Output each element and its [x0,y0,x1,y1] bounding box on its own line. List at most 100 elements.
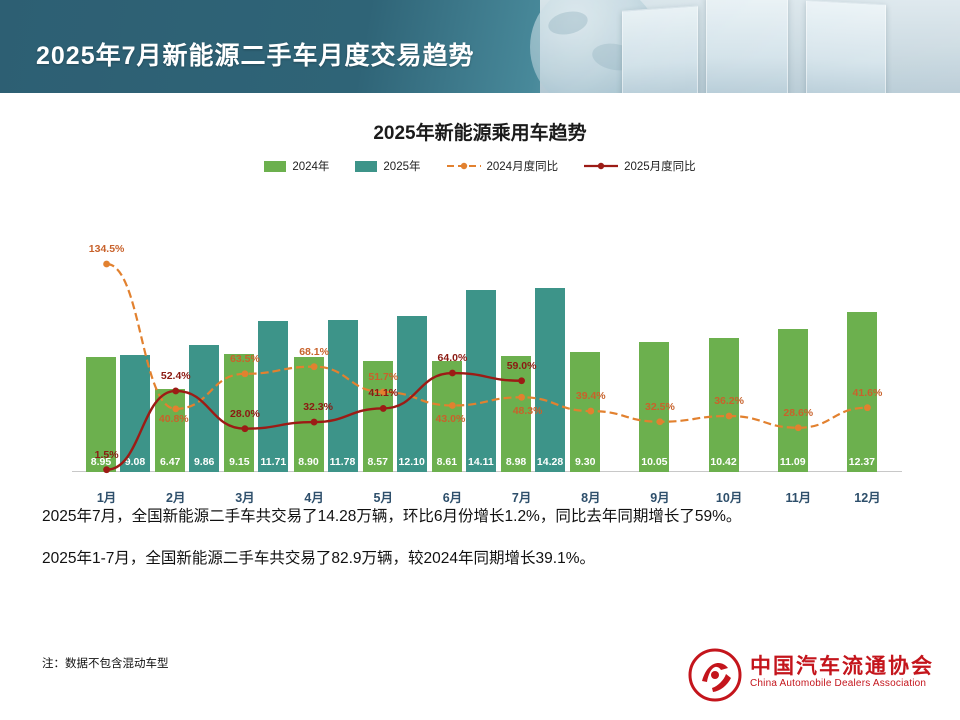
bar-value-2024: 11.09 [779,456,806,468]
line-point-label: 28.6% [783,406,814,419]
line-point-label: 28.0% [230,407,260,420]
bar-value-2024: 8.57 [367,456,388,468]
organization-logo: 中国汽车流通协会 China Automobile Dealers Associ… [688,644,938,706]
line-point-label: 40.8% [158,412,189,425]
logo-en-name: China Automobile Dealers Association [750,678,927,689]
chart-column: 8.90 11.78 4月 [280,210,358,540]
cube-graphic-2 [706,0,788,95]
bar-value-2024: 8.98 [505,456,527,468]
legend-item-2025bar: 2025年 [355,158,421,174]
bar-value-2024: 12.37 [848,456,876,468]
legend-swatch-2024 [264,160,287,172]
bar-2025: 9.08 [120,354,150,472]
line-point-label: 41.1% [368,387,399,400]
summary-text: 2025年7月，全国新能源二手车共交易了14.28万辆，环比6月份增长1.2%，… [42,505,932,589]
x-axis-label: 4月 [304,491,324,505]
bar-2024: 9.30 [570,352,601,472]
line-point-label: 32.3% [303,401,333,414]
x-axis-label: 6月 [442,491,463,505]
line-point-label: 134.5% [88,242,125,255]
line-point-label: 63.5% [230,352,260,365]
bar-value-2025: 11.71 [260,456,287,468]
line-point-label: 36.2% [714,395,744,407]
chart-columns: 8.95 9.08 1月 6.47 9.86 2月 9.15 11.71 3月 8.90 11.78… [72,210,902,540]
line-point-label: 51.7% [368,371,399,384]
chart-column: 12.37 12月 [833,210,902,540]
logo-cn-name: 中国汽车流通协会 [750,655,934,678]
chart-column: 10.05 9月 [625,210,694,540]
bar-2024: 8.90 [293,357,324,472]
header-photo [530,0,960,95]
chart-legend: 2024年 2025年 2024月度同比 2025月度同比 [0,158,960,174]
legend-label-2025: 2025年 [383,161,421,173]
bar-2025: 9.86 [189,344,220,472]
x-axis-label: 7月 [511,491,532,505]
chart-column: 8.95 9.08 1月 [72,210,150,540]
bar-value-2024: 9.30 [574,456,596,468]
chart-line-layer [103,260,871,474]
bar-value-2024: 10.42 [710,456,737,468]
chart-panel: 2025年新能源乘用车趋势 2024年 2025年 2024月度同比 2025月… [0,100,960,505]
bar-value-2025: 9.08 [124,456,146,468]
cube-graphic-1 [622,5,698,95]
bar-2024: 8.95 [86,356,116,472]
legend-line-2025 [584,160,619,172]
line-point-label: 59.0% [506,359,537,372]
legend-label-2025-yoy: 2025月度同比 [624,161,696,173]
bar-2024: 6.47 [155,388,186,472]
page-header: 2025年7月新能源二手车月度交易趋势 [0,0,960,95]
bar-value-2024: 10.05 [641,456,668,468]
legend-item-2024line: 2024月度同比 [446,158,558,174]
bar-2024: 10.05 [639,342,670,472]
header-divider [0,93,960,95]
bar-2024: 11.09 [777,328,808,472]
bar-value-2025: 12.10 [398,456,425,468]
line-point-label: 39.4% [575,390,606,403]
chart-column: 8.98 14.28 7月 [487,210,566,540]
bar-value-2024: 8.61 [436,456,458,468]
x-axis-label: 8月 [581,491,601,505]
legend-line-2024 [446,160,481,172]
bar-2024: 10.42 [708,337,739,472]
bar-value-2024: 6.47 [159,456,181,468]
legend-item-2025line: 2025月度同比 [584,158,696,174]
x-axis-label: 2月 [166,491,186,505]
line-point-label: 52.4% [160,369,191,382]
chart-column: 8.61 14.11 6月 [418,210,496,540]
x-axis-label: 10月 [715,491,743,505]
chart-column: 11.09 11月 [764,210,833,540]
legend-label-2024: 2024年 [292,161,330,173]
cube-graphic-3 [806,0,886,95]
x-axis-label: 9月 [650,491,670,505]
line-point-label: 41.6% [852,386,883,399]
x-axis-label: 12月 [854,491,881,505]
footnote: 注：数据不包含混动车型 [42,658,169,670]
chart-column: 10.42 10月 [695,210,764,540]
bar-2025: 11.71 [258,320,289,472]
x-axis-label: 3月 [235,491,255,505]
bar-value-2025: 9.86 [193,456,215,468]
chart-title: 2025年新能源乘用车趋势 [373,123,587,144]
line-point-label: 68.1% [299,345,329,358]
bar-value-2025: 11.78 [329,456,356,468]
bar-value-2024: 9.15 [229,456,250,468]
line-point-label: 1.5% [94,448,119,461]
summary-paragraph-1: 2025年7月，全国新能源二手车共交易了14.28万辆，环比6月份增长1.2%，… [42,508,742,525]
bar-value-2025: 14.11 [468,456,494,468]
line-point-label: 64.0% [437,352,468,364]
bar-2024: 8.61 [431,360,462,472]
x-axis-label: 5月 [373,491,393,505]
bar-2025: 14.11 [465,289,496,472]
bar-2024: 12.37 [846,312,877,472]
x-axis-label: 1月 [96,491,117,505]
bar-value-2024: 8.95 [90,456,112,468]
legend-swatch-2025 [355,160,378,172]
legend-item-2024bar: 2024年 [264,158,329,174]
chart-column: 6.47 9.86 2月 [141,210,220,540]
bar-2024: 8.57 [362,361,393,472]
bar-value-2024: 8.90 [298,456,319,468]
bar-2025: 14.28 [535,287,566,472]
line-point-label: 43.0% [435,413,466,426]
line-point-label: 32.5% [645,400,675,413]
bar-2024: 8.98 [501,356,532,472]
